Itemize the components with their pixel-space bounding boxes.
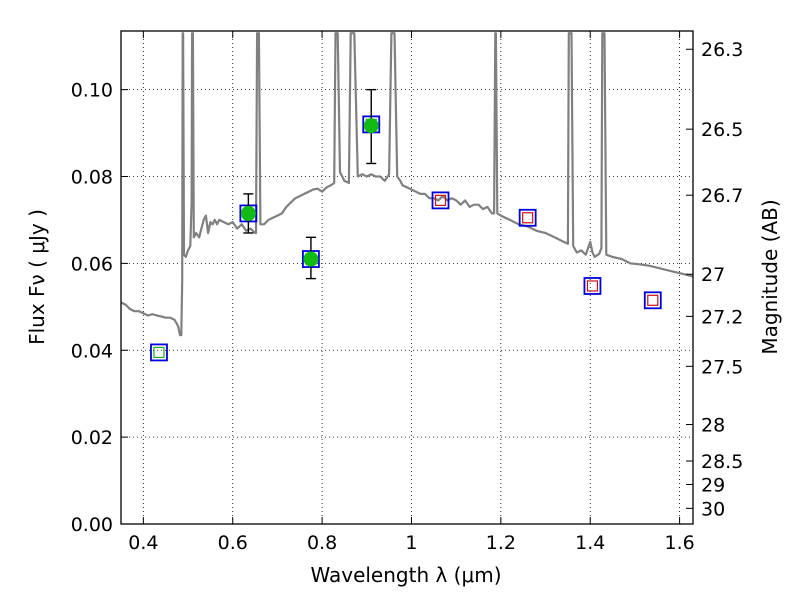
filter-inner-marker bbox=[647, 294, 659, 306]
x-tick-label: 0.6 bbox=[218, 532, 248, 554]
observation-point bbox=[363, 118, 379, 134]
x-tick-label: 1.4 bbox=[575, 532, 605, 554]
right-tick-label: 28.5 bbox=[701, 451, 743, 473]
filter-box-marker bbox=[643, 291, 662, 310]
filter-inner-marker bbox=[586, 280, 599, 292]
right-tick-label: 29 bbox=[701, 474, 725, 496]
model-spectrum-line bbox=[121, 32, 693, 337]
x-tick-label: 1.2 bbox=[486, 532, 516, 554]
filter-inner-marker bbox=[153, 346, 165, 359]
right-tick-label: 28 bbox=[701, 415, 725, 437]
y-tick-label: 0.02 bbox=[71, 427, 113, 449]
plot-area bbox=[121, 32, 693, 362]
filter-box-marker bbox=[150, 343, 168, 362]
right-axis-title: Magnitude (AB) bbox=[758, 199, 782, 354]
plot-frame bbox=[120, 30, 694, 525]
filter-inner-marker bbox=[522, 212, 534, 224]
x-axis-title: Wavelength λ (μm) bbox=[310, 563, 501, 587]
y-axis-left: 0.00 0.02 0.04 0.06 0.08 0.10 bbox=[71, 80, 128, 536]
y-tick-label: 0.10 bbox=[71, 80, 113, 102]
observation-point bbox=[240, 205, 256, 221]
x-tick-label: 1.6 bbox=[664, 532, 694, 554]
right-tick-label: 26.3 bbox=[701, 39, 743, 61]
right-tick-label: 26.7 bbox=[701, 185, 743, 207]
filter-inner-marker bbox=[434, 194, 447, 207]
x-tick-label: 0.4 bbox=[128, 532, 158, 554]
x-tick-label: 0.8 bbox=[307, 532, 337, 554]
right-tick-label: 27.2 bbox=[701, 306, 743, 328]
right-tick-label: 30 bbox=[701, 498, 725, 520]
filter-box-marker bbox=[518, 208, 537, 227]
right-tick-label: 26.5 bbox=[701, 119, 743, 141]
filter-box-marker bbox=[583, 277, 602, 295]
y-axis-title: Flux Fν ( μJy ) bbox=[25, 209, 49, 345]
observation-point bbox=[303, 251, 319, 267]
y-tick-label: 0.00 bbox=[71, 514, 113, 536]
right-tick-label: 27 bbox=[701, 264, 725, 286]
y-tick-label: 0.04 bbox=[71, 340, 113, 362]
x-tick-label: 1 bbox=[405, 532, 417, 554]
observation-points bbox=[240, 88, 379, 280]
filter-box-marker bbox=[431, 191, 450, 210]
right-tick-label: 27.5 bbox=[701, 356, 743, 378]
y-tick-label: 0.06 bbox=[71, 253, 113, 275]
y-tick-label: 0.08 bbox=[71, 167, 113, 189]
x-axis: 0.4 0.6 0.8 1 1.2 1.4 1.6 bbox=[128, 31, 695, 554]
